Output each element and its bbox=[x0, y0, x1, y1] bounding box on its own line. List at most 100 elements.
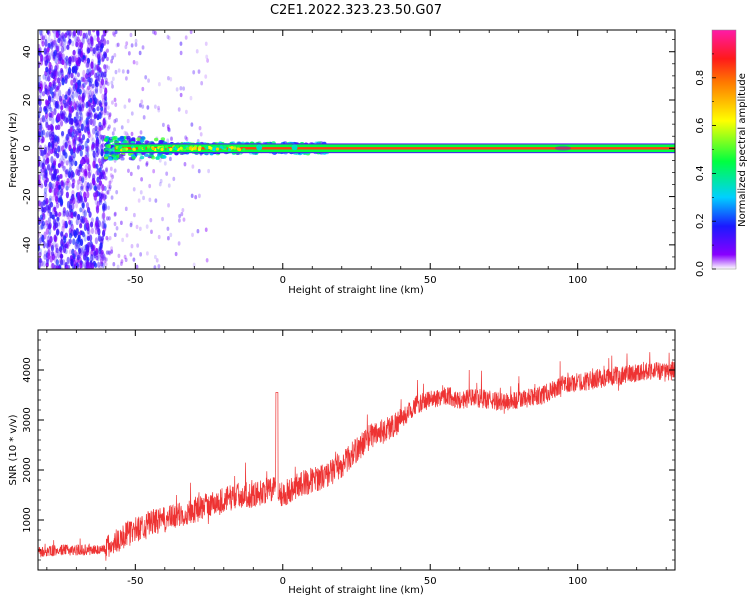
heatmap-signal-cell bbox=[112, 136, 117, 141]
heatmap-band-speckle bbox=[160, 147, 164, 152]
heatmap-noise-cell bbox=[41, 40, 45, 47]
heatmap-noise-cell bbox=[65, 55, 69, 62]
heatmap-faint-cell bbox=[138, 50, 142, 56]
heatmap-faint-cell bbox=[194, 195, 198, 200]
heatmap-noise-cell bbox=[97, 139, 102, 145]
heatmap-noise-cell bbox=[53, 234, 57, 242]
heatmap-noise-cell bbox=[77, 48, 82, 55]
heatmap-faint-cell bbox=[153, 265, 157, 269]
heatmap-noise-cell bbox=[44, 192, 48, 199]
heatmap-noise-cell bbox=[90, 94, 94, 101]
heatmap-faint-cell bbox=[106, 56, 109, 62]
heatmap-noise-cell bbox=[86, 57, 91, 64]
heatmap-noise-cell bbox=[52, 183, 56, 190]
heatmap-noise-cell bbox=[53, 38, 57, 43]
heatmap-noise-cell bbox=[93, 195, 97, 201]
heatmap-noise-cell bbox=[45, 66, 49, 73]
heatmap-noise-cell bbox=[96, 254, 100, 262]
heatmap-noise-cell bbox=[88, 63, 92, 70]
heatmap-noise-cell bbox=[51, 131, 55, 137]
heatmap-noise-cell bbox=[100, 57, 105, 63]
heatmap-noise-cell bbox=[58, 81, 62, 87]
heatmap-noise-cell bbox=[80, 173, 85, 182]
heatmap-faint-cell bbox=[157, 108, 161, 113]
heatmap-faint-cell bbox=[107, 250, 111, 255]
heatmap-noise-cell bbox=[47, 252, 51, 260]
heatmap-faint-cell bbox=[111, 55, 115, 60]
heatmap-noise-cell bbox=[43, 167, 48, 174]
heatmap-noise-cell bbox=[46, 130, 50, 138]
heatmap-noise-cell bbox=[78, 163, 82, 169]
heatmap-noise-cell bbox=[58, 89, 62, 98]
heatmap-noise-cell bbox=[78, 145, 82, 152]
heatmap-faint-cell bbox=[206, 58, 209, 63]
heatmap-noise-cell bbox=[98, 121, 102, 128]
heatmap-noise-cell bbox=[40, 167, 45, 173]
heatmap-faint-cell bbox=[130, 111, 134, 116]
heatmap-faint-cell bbox=[169, 232, 173, 238]
heatmap-noise-cell bbox=[102, 83, 106, 90]
heatmap-faint-cell bbox=[111, 131, 115, 136]
heatmap-faint-cell bbox=[167, 183, 171, 188]
heatmap-noise-cell bbox=[71, 91, 75, 99]
heatmap-noise-cell bbox=[82, 55, 86, 61]
heatmap-noise-cell bbox=[46, 163, 51, 171]
heatmap-faint-cell bbox=[178, 213, 182, 219]
heatmap-faint-cell bbox=[112, 261, 116, 267]
heatmap-noise-cell bbox=[43, 187, 48, 194]
heatmap-noise-cell bbox=[82, 169, 87, 177]
heatmap-noise-cell bbox=[59, 173, 64, 179]
heatmap-noise-cell bbox=[45, 123, 50, 131]
heatmap-faint-cell bbox=[145, 224, 149, 229]
heatmap-faint-cell bbox=[106, 237, 110, 242]
heatmap-noise-cell bbox=[61, 59, 65, 66]
heatmap-noise-cell bbox=[43, 197, 48, 205]
heatmap-noise-cell bbox=[44, 99, 49, 106]
heatmap-noise-cell bbox=[79, 116, 83, 123]
heatmap-ticks: -50 0 50 100 -40 -20 0 20 40 bbox=[22, 30, 675, 286]
heatmap-noise-cell bbox=[93, 262, 98, 268]
heatmap-noise-cell bbox=[54, 243, 58, 249]
heatmap-faint-cell bbox=[110, 80, 114, 86]
heatmap-noise-cell bbox=[96, 53, 101, 61]
heatmap-faint-cell bbox=[204, 227, 208, 232]
heatmap-noise-cell bbox=[56, 251, 61, 259]
heatmap-noise-cell bbox=[86, 245, 90, 253]
heatmap-noise-cell bbox=[44, 107, 48, 115]
heatmap-noise-cell bbox=[100, 77, 105, 86]
heatmap-faint-cell bbox=[126, 118, 130, 124]
heatmap-faint-cell bbox=[105, 250, 109, 255]
heatmap-noise-cell bbox=[89, 221, 94, 228]
heatmap-noise-cell bbox=[81, 208, 86, 214]
heatmap-noise-cell bbox=[38, 237, 42, 246]
heatmap-frame bbox=[37, 29, 676, 270]
heatmap-faint-cell bbox=[114, 30, 118, 35]
heatmap-noise-cell bbox=[82, 77, 86, 83]
heatmap-faint-cell bbox=[106, 105, 110, 110]
heatmap-noise-cell bbox=[39, 54, 44, 62]
heatmap-noise-cell bbox=[74, 211, 78, 219]
heatmap-noise-cell bbox=[56, 221, 61, 227]
heatmap-noise-cell bbox=[49, 235, 53, 244]
heatmap-noise-cell bbox=[63, 102, 67, 109]
heatmap-signal-cell bbox=[122, 139, 128, 144]
heatmap-noise-cell bbox=[63, 116, 67, 123]
heatmap-band-speckle bbox=[164, 145, 169, 149]
heatmap-noise-cell bbox=[49, 201, 54, 208]
heatmap-noise-cell bbox=[77, 57, 82, 65]
heatmap-signal-cell bbox=[104, 143, 110, 148]
heatmap-faint-cell bbox=[197, 168, 201, 174]
heatmap-faint-cell bbox=[120, 259, 124, 264]
heatmap-noise-cell bbox=[69, 126, 73, 133]
heatmap-faint-cell bbox=[196, 229, 200, 234]
heatmap-noise-cell bbox=[87, 171, 91, 179]
heatmap-band-speckle bbox=[223, 145, 227, 149]
heatmap-noise-cell bbox=[68, 210, 72, 217]
heatmap-noise-cell bbox=[78, 109, 82, 115]
heatmap-faint-cell bbox=[153, 30, 157, 36]
heatmap-noise-cell bbox=[76, 36, 80, 43]
heatmap-noise-cell bbox=[57, 222, 61, 228]
heatmap-noise-cell bbox=[55, 32, 59, 39]
heatmap-noise-cell bbox=[79, 223, 83, 229]
heatmap-noise-cell bbox=[48, 187, 52, 193]
